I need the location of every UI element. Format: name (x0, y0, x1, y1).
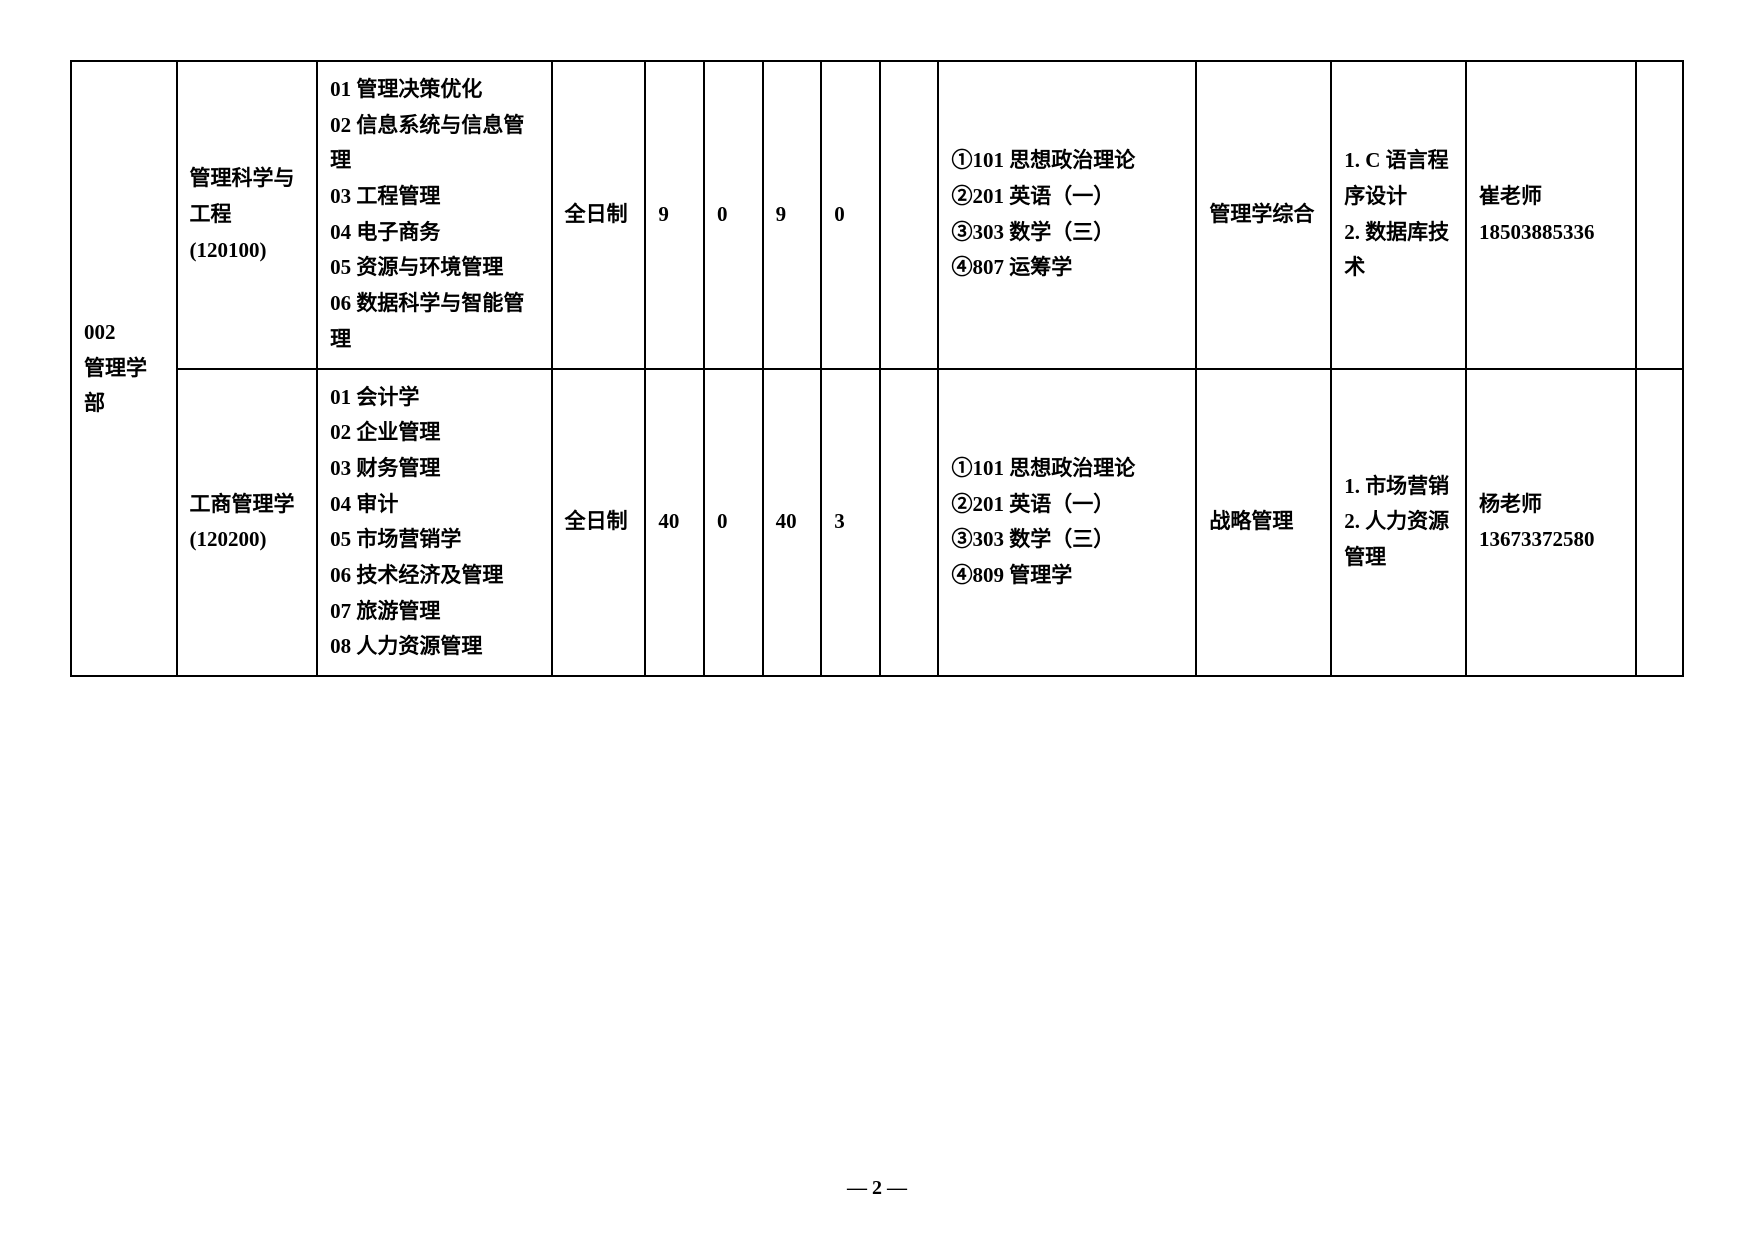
num-cell: 9 (645, 61, 704, 369)
exam-cell: ①101 思想政治理论 ②201 英语（一） ③303 数学（三） ④809 管… (938, 369, 1196, 677)
num-cell: 0 (704, 369, 763, 677)
num-cell: 0 (704, 61, 763, 369)
retest-cell: 战略管理 (1196, 369, 1331, 677)
num-cell: 40 (763, 369, 822, 677)
num-cell: 3 (821, 369, 880, 677)
direction-cell: 01 管理决策优化 02 信息系统与信息管理 03 工程管理 04 电子商务 0… (317, 61, 551, 369)
table-row: 002 管理学部 管理科学与工程 (120100) 01 管理决策优化 02 信… (71, 61, 1683, 369)
num-cell (880, 61, 939, 369)
dept-cell: 002 管理学部 (71, 61, 177, 676)
direction-cell: 01 会计学 02 企业管理 03 财务管理 04 审计 05 市场营销学 06… (317, 369, 551, 677)
dept-code: 002 (84, 315, 164, 351)
mode-cell: 全日制 (552, 369, 646, 677)
empty-cell (1636, 61, 1683, 369)
num-cell: 9 (763, 61, 822, 369)
equiv-cell: 1. C 语言程序设计 2. 数据库技术 (1331, 61, 1466, 369)
table-row: 工商管理学 (120200) 01 会计学 02 企业管理 03 财务管理 04… (71, 369, 1683, 677)
page-number: — 2 — (847, 1177, 907, 1200)
equiv-cell: 1. 市场营销 2. 人力资源管理 (1331, 369, 1466, 677)
contact-cell: 崔老师 18503885336 (1466, 61, 1636, 369)
num-cell (880, 369, 939, 677)
major-cell: 管理科学与工程 (120100) (177, 61, 318, 369)
major-cell: 工商管理学 (120200) (177, 369, 318, 677)
empty-cell (1636, 369, 1683, 677)
num-cell: 40 (645, 369, 704, 677)
mode-cell: 全日制 (552, 61, 646, 369)
num-cell: 0 (821, 61, 880, 369)
contact-cell: 杨老师 13673372580 (1466, 369, 1636, 677)
exam-cell: ①101 思想政治理论 ②201 英语（一） ③303 数学（三） ④807 运… (938, 61, 1196, 369)
retest-cell: 管理学综合 (1196, 61, 1331, 369)
dept-name: 管理学部 (84, 351, 164, 422)
